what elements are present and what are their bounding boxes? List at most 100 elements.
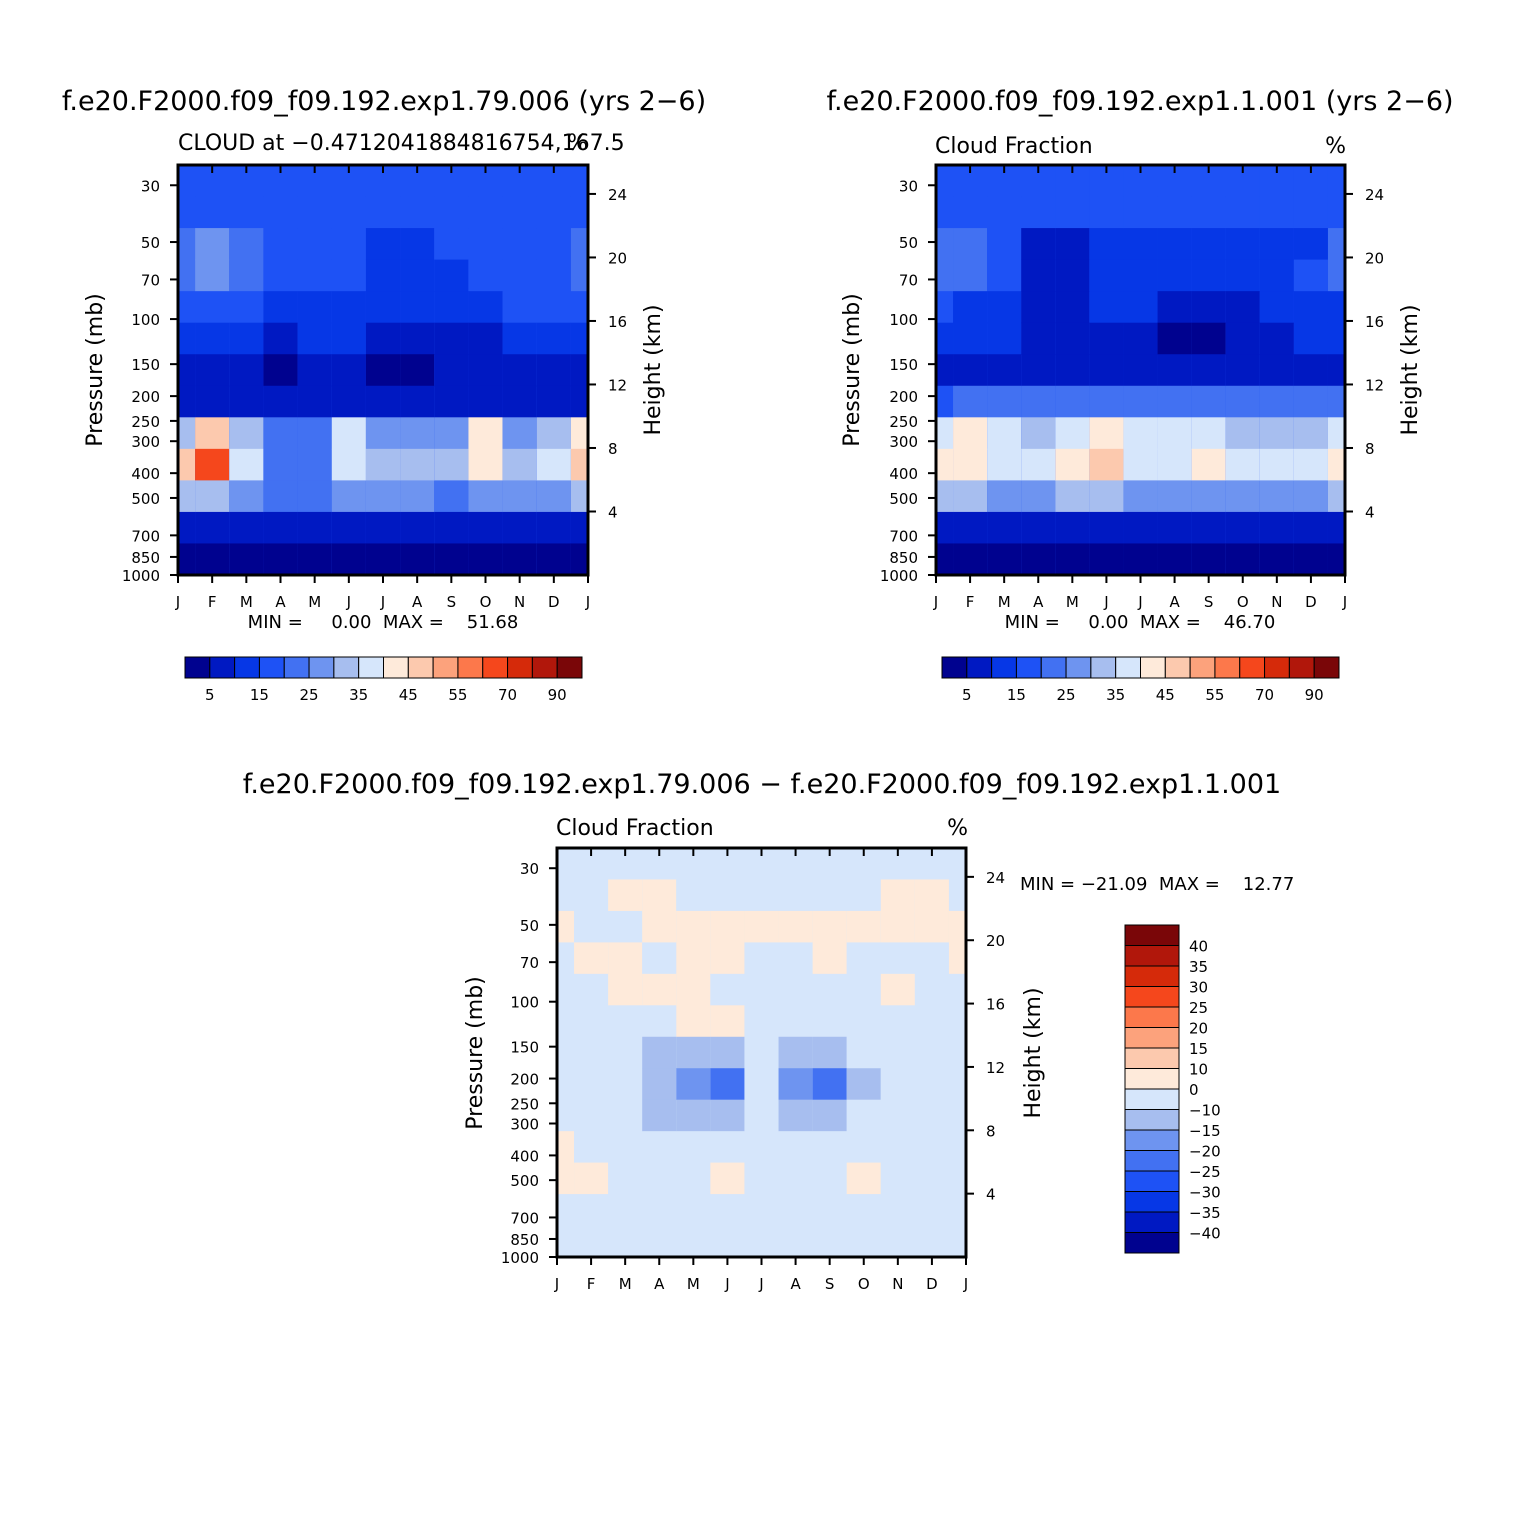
contour-cell (1021, 322, 1056, 355)
contour-cell (331, 543, 366, 576)
x-tick-label: A (790, 1275, 801, 1293)
contour-cell (536, 417, 571, 450)
contour-cell (557, 848, 575, 880)
contour-cell (468, 543, 503, 576)
contour-cell (1123, 322, 1158, 355)
contour-cell (1021, 259, 1056, 292)
contour-cell (744, 1131, 779, 1164)
contour-cell (880, 1131, 915, 1164)
contour-cell (297, 322, 332, 355)
contour-cell (263, 385, 298, 418)
contour-cell (642, 973, 677, 1006)
contour-cell (948, 942, 966, 975)
contour-cell (744, 1005, 779, 1038)
contour-cell (502, 196, 537, 229)
contour-cell (1055, 480, 1090, 513)
contour-cell (331, 480, 366, 513)
colorbar-swatch (991, 656, 1017, 679)
y2-tick-label: 12 (986, 1059, 1005, 1077)
contour-cell (880, 1225, 915, 1258)
contour-cell (574, 910, 609, 943)
contour-cell (1259, 354, 1294, 387)
contour-cell (297, 448, 332, 481)
contour-cell (953, 322, 988, 355)
contour-cell (936, 228, 954, 261)
contour-cell (744, 1036, 779, 1069)
colorbar-swatch (1313, 656, 1340, 679)
colorbar-swatch (1065, 656, 1092, 679)
contour-cell (1327, 417, 1345, 450)
contour-cell (710, 1005, 745, 1038)
y2-tick-label: 12 (608, 376, 627, 394)
contour-cell (778, 942, 813, 975)
contour-cell (502, 417, 537, 450)
contour-cell (229, 480, 264, 513)
contour-cell (574, 1099, 609, 1132)
contour-cell (570, 543, 588, 576)
contour-cell (914, 1194, 949, 1227)
contour-cell (812, 1162, 847, 1195)
y-tick-label: 150 (510, 1039, 539, 1057)
x-tick-label: O (480, 593, 492, 611)
contour-cell (502, 259, 537, 292)
contour-cell (365, 417, 401, 450)
y2-tick-label: 24 (608, 186, 627, 204)
contour-cell (846, 1099, 881, 1132)
contour-cell (1157, 543, 1192, 576)
contour-cell (1225, 480, 1260, 513)
contour-cell (570, 291, 588, 324)
contour-cell (468, 196, 503, 229)
contour-cell (574, 1225, 609, 1258)
contour-cell (1021, 480, 1056, 513)
contour-cell (263, 448, 298, 481)
contour-cell (744, 1068, 779, 1101)
colorbar-swatch (1124, 924, 1180, 946)
colorbar-swatch (258, 656, 285, 679)
contour-cell (557, 942, 575, 975)
panel1-y2label: Height (km) (641, 304, 666, 435)
colorbar-label: 15 (1189, 1040, 1208, 1058)
contour-cell (948, 1005, 966, 1038)
contour-cell (502, 480, 537, 513)
contour-cell (710, 910, 745, 943)
contour-cell (574, 879, 609, 912)
contour-cell (502, 511, 537, 544)
contour-cell (1191, 417, 1226, 450)
contour-cell (229, 417, 264, 450)
contour-cell (400, 480, 435, 513)
contour-cell (434, 511, 469, 544)
contour-cell (676, 1162, 711, 1195)
contour-cell (195, 385, 230, 418)
colorbar-label: 55 (448, 686, 467, 704)
colorbar-swatch (1140, 656, 1166, 679)
contour-cell (1021, 511, 1056, 544)
colorbar-swatch (1090, 656, 1117, 679)
y2-tick-label: 8 (1365, 440, 1375, 458)
x-tick-label: J (175, 593, 180, 611)
x-tick-label: F (208, 593, 217, 611)
contour-cell (778, 879, 813, 912)
contour-cell (400, 354, 435, 387)
contour-cell (914, 1005, 949, 1038)
contour-cell (846, 910, 881, 943)
contour-cell (178, 511, 196, 544)
contour-cell (434, 385, 469, 418)
y-tick-label: 50 (520, 917, 539, 935)
y-tick-label: 50 (141, 234, 160, 252)
contour-cell (880, 1068, 915, 1101)
contour-cell (936, 417, 954, 450)
contour-cell (608, 1225, 643, 1258)
contour-cell (195, 511, 230, 544)
contour-cell (570, 385, 588, 418)
contour-cell (948, 879, 966, 912)
contour-cell (263, 480, 298, 513)
contour-cell (608, 1068, 643, 1101)
contour-cell (570, 354, 588, 387)
contour-cell (936, 291, 954, 324)
contour-cell (1191, 196, 1226, 229)
contour-cell (1157, 480, 1192, 513)
contour-cell (229, 354, 264, 387)
y-tick-label: 200 (510, 1071, 539, 1089)
y-tick-label: 300 (131, 433, 160, 451)
x-tick-label: M (619, 1275, 632, 1293)
